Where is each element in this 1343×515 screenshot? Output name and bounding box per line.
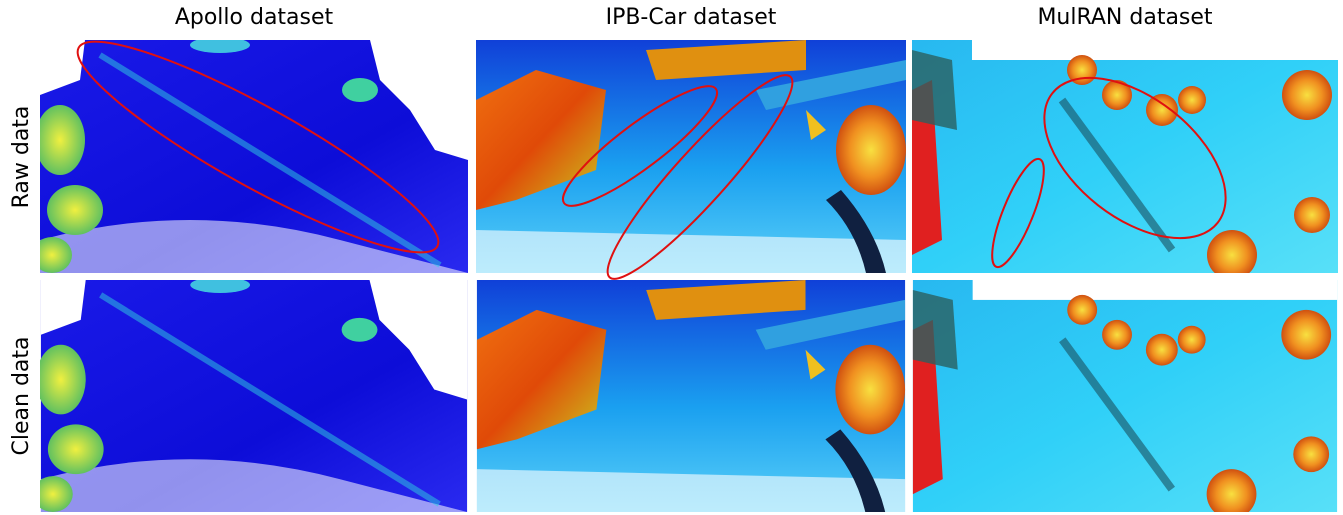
clean-apollo-image (33, 277, 467, 512)
column-title: Apollo dataset (175, 5, 334, 30)
column-title: IPB-Car dataset (606, 5, 777, 30)
row-label: Clean data (9, 337, 34, 456)
figure: Apollo dataset IPB-Car dataset MulRAN da… (0, 0, 1343, 515)
raw-ipb-image (476, 40, 906, 273)
row-label: Raw data (9, 106, 34, 209)
clean-ipb-image (477, 280, 905, 512)
raw-apollo-image (32, 37, 468, 273)
clean-mulran-image (913, 280, 1337, 515)
page: {"columns": [{"title": "Apollo dataset"}… (0, 0, 1343, 515)
raw-mulran-image (912, 40, 1338, 280)
column-title: MulRAN dataset (1037, 5, 1212, 30)
